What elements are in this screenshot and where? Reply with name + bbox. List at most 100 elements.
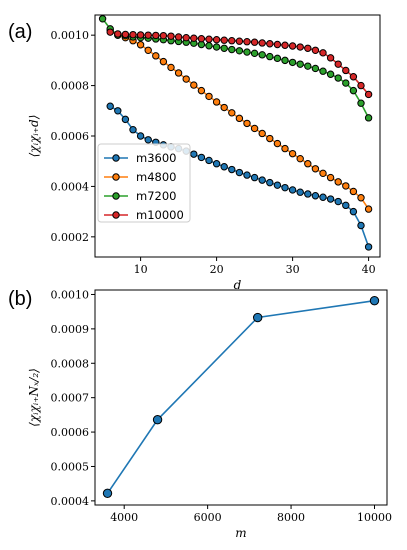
data-point: [364, 205, 373, 213]
data-point: [273, 40, 282, 49]
data-point: [357, 99, 365, 107]
data-point: [136, 41, 145, 49]
data-point: [357, 194, 365, 202]
data-point: [288, 42, 297, 50]
data-point: [281, 183, 289, 192]
data-point: [144, 136, 152, 144]
legend-item: m10000: [104, 208, 184, 222]
data-point: [159, 31, 168, 40]
data-point: [349, 86, 358, 95]
data-point: [129, 30, 137, 39]
data-point: [364, 90, 373, 99]
data-point: [334, 74, 342, 82]
y-tick-label: 0.0010: [51, 288, 90, 301]
data-point: [243, 38, 251, 46]
legend-item: m7200: [104, 189, 176, 203]
data-point: [228, 165, 236, 174]
x-tick-label: 6000: [194, 511, 222, 524]
data-point: [220, 103, 228, 112]
y-tick-label: 0.0008: [51, 357, 90, 370]
legend-label: m4800: [136, 170, 176, 184]
legend-item: m4800: [104, 170, 176, 184]
data-point: [266, 40, 274, 48]
data-point: [121, 30, 130, 39]
data-point: [167, 63, 175, 72]
panel-label: (b): [8, 288, 32, 310]
data-point: [235, 114, 244, 123]
data-point: [205, 42, 213, 50]
data-point: [235, 47, 244, 55]
data-point: [144, 46, 152, 54]
data-point: [182, 75, 190, 83]
data-point: [174, 33, 183, 41]
data-point: [266, 134, 274, 143]
data-point: [357, 81, 365, 90]
panel-label: (a): [8, 21, 32, 43]
data-point: [342, 79, 350, 87]
data-point: [369, 295, 380, 306]
legend-label: m7200: [136, 189, 176, 203]
data-point: [159, 57, 168, 66]
data-point: [311, 46, 320, 54]
x-tick-label: 8000: [277, 511, 305, 524]
data-point: [319, 193, 327, 201]
data-point: [357, 221, 365, 230]
data-point: [228, 37, 236, 45]
data-point: [281, 144, 289, 153]
data-point: [235, 37, 244, 45]
data-point: [205, 92, 213, 101]
data-point: [121, 115, 130, 124]
data-point: [243, 48, 251, 56]
x-tick-label: 4000: [110, 511, 138, 524]
data-point: [252, 312, 263, 323]
data-point: [349, 187, 358, 196]
x-axis-label: d: [234, 278, 242, 292]
data-point: [319, 169, 327, 178]
data-point: [106, 102, 114, 110]
data-point: [334, 197, 342, 206]
data-point: [212, 36, 221, 44]
data-point: [190, 150, 198, 158]
data-point: [152, 52, 160, 60]
data-point: [152, 31, 160, 40]
legend-label: m3600: [136, 151, 176, 165]
data-point: [258, 51, 266, 59]
data-point: [311, 192, 320, 200]
data-point: [182, 33, 190, 42]
data-point: [364, 114, 373, 122]
data-point: [114, 30, 122, 38]
data-point: [250, 49, 259, 58]
data-point: [152, 414, 163, 425]
data-point: [250, 173, 259, 182]
data-point: [296, 154, 304, 163]
y-tick-label: 0.0010: [51, 29, 90, 42]
data-point: [258, 39, 266, 47]
data-point: [311, 64, 320, 73]
data-point: [129, 125, 137, 134]
legend: m3600 m4800 m7200 m10000: [97, 143, 191, 223]
data-point: [98, 15, 107, 23]
data-point: [136, 31, 145, 39]
x-tick-label: 10000: [357, 511, 392, 524]
x-tick-label: 10: [134, 263, 148, 276]
data-point: [281, 41, 289, 49]
data-point: [288, 149, 297, 158]
data-point: [220, 44, 228, 52]
data-point: [288, 186, 297, 194]
data-point: [243, 171, 251, 179]
data-point: [114, 107, 122, 115]
data-point: [250, 38, 259, 46]
data-point: [364, 243, 373, 251]
legend-box: [97, 143, 191, 223]
y-tick-label: 0.0004: [51, 495, 90, 508]
data-point: [334, 60, 342, 68]
data-point: [326, 54, 335, 62]
data-point: [197, 34, 206, 43]
data-point: [136, 132, 145, 140]
data-point: [304, 62, 312, 70]
data-point: [319, 49, 327, 57]
data-point: [304, 190, 312, 198]
data-point: [106, 28, 114, 36]
data-point: [273, 54, 282, 63]
y-tick-label: 0.0005: [51, 460, 90, 473]
